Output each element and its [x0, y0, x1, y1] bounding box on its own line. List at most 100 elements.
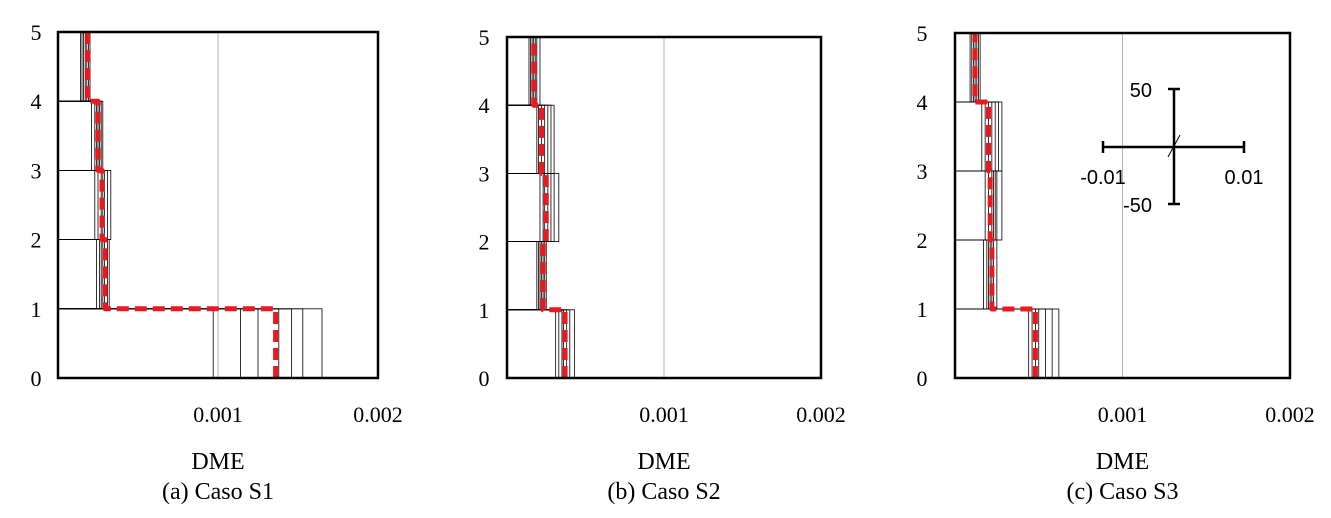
y-tick-label: 1 — [917, 297, 928, 322]
record-profile-storey-1-r7 — [954, 308, 1060, 379]
record-profile-storey-2-r6 — [57, 239, 108, 310]
record-profile-storey-2-r1 — [57, 239, 97, 310]
record-profile-storey-2-r4 — [506, 241, 542, 311]
record-profile-storey-5-r5 — [57, 31, 88, 102]
chart-panel-2: 0 1 2 3 4 5 0.001 0.002 DME (b) Caso S2 — [479, 25, 846, 505]
record-profile-storey-3-r1 — [506, 172, 541, 242]
record-profile-storey-3-r2 — [57, 169, 99, 240]
record-profile-storey-2-r5 — [506, 241, 544, 311]
record-profile-storey-1-r3 — [954, 308, 1036, 379]
record-profile-storey-1-r4 — [506, 309, 564, 379]
record-profile-storey-2-r2 — [506, 241, 539, 311]
plot-frame — [56, 30, 380, 380]
y-tick-label: 3 — [917, 159, 928, 184]
record-profile-storey-4-r3 — [506, 104, 542, 174]
record-profile-storey-1-r6 — [57, 308, 304, 379]
x-tick-label: 0.001 — [193, 402, 243, 427]
record-profile-storey-2-r1 — [954, 239, 984, 310]
record-profile-storey-5-r2 — [954, 32, 973, 103]
x-axis-label: DME — [637, 449, 690, 475]
record-profile-storey-4-r3 — [57, 100, 97, 171]
y-tick-label: 0 — [479, 366, 490, 391]
record-profile-storey-5-r4 — [506, 36, 535, 106]
y-tick-label: 4 — [917, 90, 928, 115]
scale-inset: -0.01 0.01 50 -50 — [1080, 80, 1263, 217]
x-tick-label: 0.001 — [1098, 402, 1148, 427]
y-tick-label: 5 — [917, 21, 928, 46]
x-tick-label: 0.002 — [796, 402, 846, 427]
record-profile-storey-1-r3 — [57, 308, 259, 379]
record-profile-storey-4-r2 — [954, 101, 986, 172]
record-profile-storey-2-r6 — [506, 241, 546, 311]
record-profile-storey-5-r1 — [57, 31, 81, 102]
record-profile-storey-1-r2 — [506, 309, 560, 379]
record-profile-storey-5-r2 — [57, 31, 83, 102]
record-profile-storey-1-r5 — [57, 308, 293, 379]
mean-profile-line — [85, 32, 279, 378]
record-profile-storey-1-r7 — [57, 308, 323, 379]
record-profile-storey-2-r6 — [954, 239, 994, 310]
inset-x-label: 0.01 — [1225, 167, 1264, 189]
record-profile-storey-2-r3 — [506, 241, 541, 311]
record-profile-storey-4-r1 — [57, 100, 92, 171]
record-profile-storey-4-r1 — [506, 104, 538, 174]
record-profile-storey-4-r3 — [954, 101, 989, 172]
mean-profile-line — [531, 37, 568, 378]
panel-caption: (b) Caso S2 — [607, 479, 720, 505]
y-tick-label: 2 — [479, 230, 490, 255]
record-profile-storey-5-r3 — [954, 32, 974, 103]
y-tick-label: 0 — [917, 366, 928, 391]
record-profile-storey-3-r4 — [506, 172, 549, 242]
inset-y-label: 50 — [1130, 80, 1152, 102]
record-profile-storey-2-r2 — [57, 239, 100, 310]
record-profile-storey-3-r3 — [954, 170, 993, 241]
y-tick-label: 0 — [31, 366, 42, 391]
x-tick-label: 0.002 — [353, 402, 403, 427]
record-profile-storey-2-r2 — [954, 239, 988, 310]
x-tick-label: 0.002 — [1265, 402, 1315, 427]
record-profile-storey-3-r1 — [954, 170, 986, 241]
y-tick-label: 3 — [31, 158, 42, 183]
x-tick-label: 0.001 — [639, 402, 689, 427]
record-profile-storey-3-r2 — [506, 172, 544, 242]
record-profile-storey-2-r1 — [506, 241, 538, 311]
chart-panel-1: 0 1 2 3 4 5 0.001 0.002 DME (a) Caso S1 — [31, 20, 403, 505]
record-profile-storey-2-r3 — [57, 239, 102, 310]
y-tick-label: 4 — [479, 93, 490, 118]
record-profile-storey-1-r5 — [506, 309, 568, 379]
y-tick-label: 2 — [917, 228, 928, 253]
inset-x-label: -0.01 — [1080, 167, 1126, 189]
mean-profile-line — [972, 33, 1038, 378]
record-profile-storey-4-r7 — [506, 104, 555, 174]
record-profile-storey-5-r2 — [506, 36, 531, 106]
chart-panel-3: 0 1 2 3 4 5 0.001 0.002 DME (c) Caso S3 -0.01 0.01 5… — [917, 21, 1315, 505]
record-profile-storey-3-r5 — [57, 169, 105, 240]
record-profile-storey-3-r4 — [57, 169, 104, 240]
y-tick-label: 5 — [479, 25, 490, 50]
record-profile-storey-1-r4 — [954, 308, 1040, 379]
record-profile-storey-4-r2 — [506, 104, 539, 174]
record-profile-storey-5-r3 — [506, 36, 533, 106]
inset-diagonal — [1167, 134, 1181, 158]
y-tick-label: 3 — [479, 161, 490, 186]
record-profile-storey-1-r6 — [506, 309, 571, 379]
record-profile-storey-3-r2 — [954, 170, 989, 241]
plot-frame — [505, 35, 823, 380]
record-profile-storey-3-r3 — [506, 172, 546, 242]
y-tick-label: 5 — [31, 20, 42, 45]
record-profile-storey-1-r1 — [954, 308, 1030, 379]
x-axis-label: DME — [1096, 449, 1149, 475]
record-profile-storey-5-r3 — [57, 31, 85, 102]
record-profile-storey-4-r2 — [57, 100, 96, 171]
record-profile-storey-1-r4 — [57, 308, 280, 379]
plot-frame — [953, 31, 1292, 380]
record-profile-storey-5-r1 — [506, 36, 530, 106]
record-profile-storey-5-r1 — [954, 32, 971, 103]
record-profile-storey-1-r1 — [506, 309, 557, 379]
record-profile-storey-5-r5 — [506, 36, 536, 106]
record-profile-storey-1-r1 — [57, 308, 214, 379]
y-tick-label: 2 — [31, 228, 42, 253]
record-profile-storey-1-r3 — [506, 309, 563, 379]
x-axis-label: DME — [191, 449, 244, 475]
